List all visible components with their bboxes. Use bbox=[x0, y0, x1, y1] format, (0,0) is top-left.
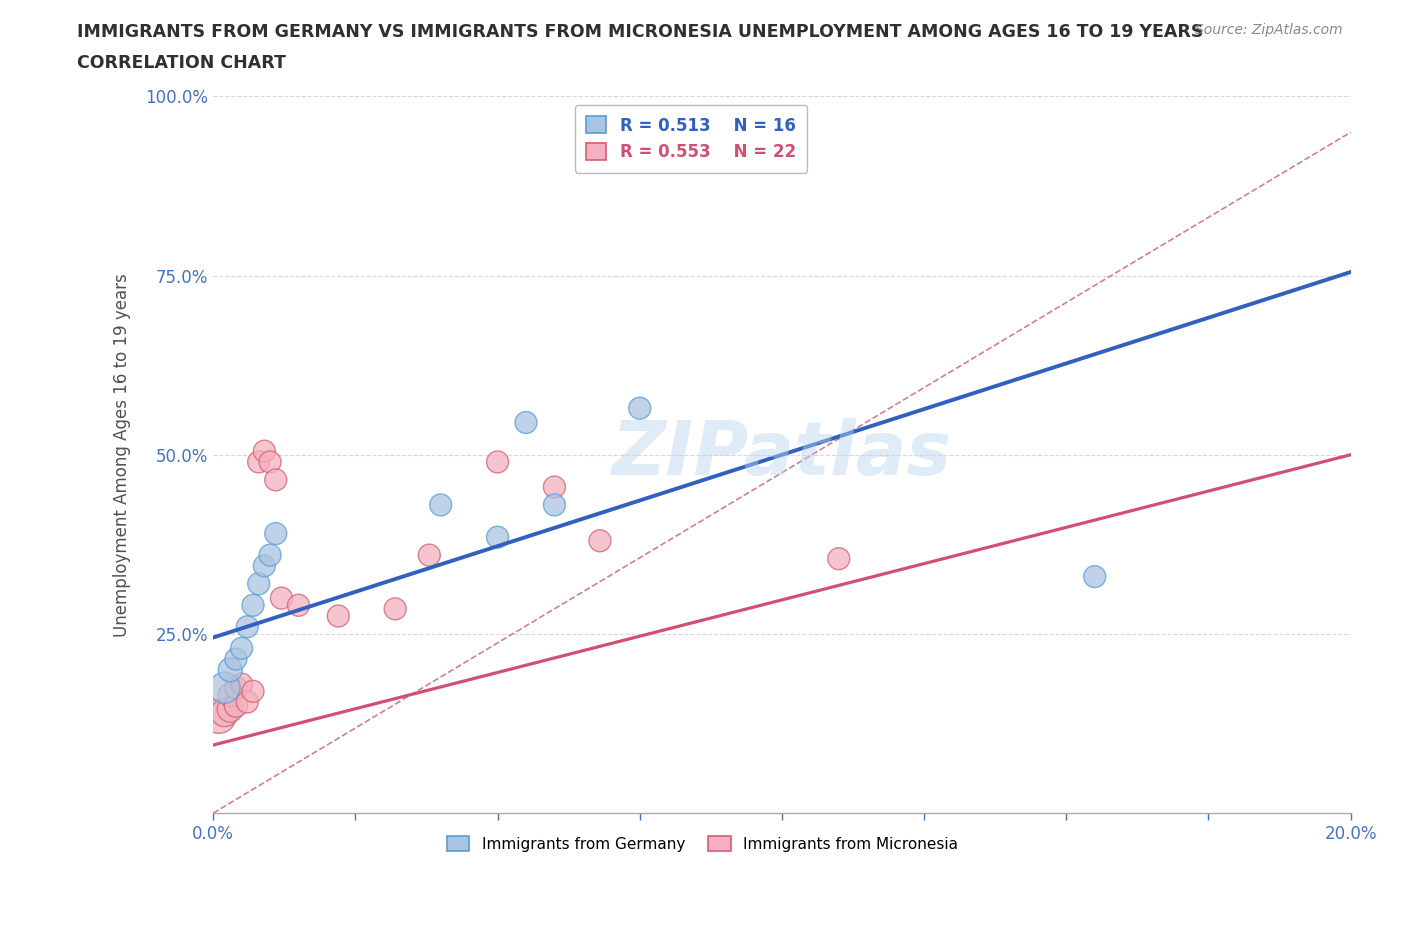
Point bbox=[236, 695, 259, 710]
Point bbox=[242, 684, 264, 698]
Point bbox=[515, 415, 537, 430]
Point bbox=[628, 401, 651, 416]
Point bbox=[264, 526, 287, 541]
Point bbox=[259, 455, 281, 470]
Point bbox=[242, 598, 264, 613]
Legend: Immigrants from Germany, Immigrants from Micronesia: Immigrants from Germany, Immigrants from… bbox=[439, 828, 966, 859]
Y-axis label: Unemployment Among Ages 16 to 19 years: Unemployment Among Ages 16 to 19 years bbox=[114, 272, 131, 637]
Point bbox=[486, 455, 509, 470]
Point bbox=[828, 551, 851, 566]
Text: ZIPatlas: ZIPatlas bbox=[612, 418, 952, 491]
Point bbox=[543, 498, 565, 512]
Point bbox=[253, 444, 276, 458]
Point bbox=[486, 530, 509, 545]
Point bbox=[231, 641, 253, 656]
Point bbox=[231, 677, 253, 692]
Text: CORRELATION CHART: CORRELATION CHART bbox=[77, 54, 287, 72]
Text: IMMIGRANTS FROM GERMANY VS IMMIGRANTS FROM MICRONESIA UNEMPLOYMENT AMONG AGES 16: IMMIGRANTS FROM GERMANY VS IMMIGRANTS FR… bbox=[77, 23, 1204, 41]
Point bbox=[219, 702, 242, 717]
Point bbox=[259, 548, 281, 563]
Point bbox=[208, 709, 231, 724]
Point bbox=[225, 698, 247, 713]
Point bbox=[589, 533, 612, 548]
Point bbox=[214, 680, 236, 695]
Text: Source: ZipAtlas.com: Source: ZipAtlas.com bbox=[1195, 23, 1343, 37]
Point bbox=[247, 577, 270, 591]
Point bbox=[1084, 569, 1107, 584]
Point bbox=[384, 602, 406, 617]
Point bbox=[225, 680, 247, 695]
Point bbox=[253, 558, 276, 573]
Point bbox=[418, 548, 440, 563]
Point bbox=[270, 591, 292, 605]
Point bbox=[219, 687, 242, 702]
Point bbox=[543, 480, 565, 495]
Point bbox=[429, 498, 451, 512]
Point bbox=[214, 705, 236, 720]
Point bbox=[264, 472, 287, 487]
Point bbox=[236, 619, 259, 634]
Point bbox=[328, 608, 350, 623]
Point bbox=[219, 662, 242, 677]
Point bbox=[247, 455, 270, 470]
Point bbox=[225, 652, 247, 667]
Point bbox=[287, 598, 309, 613]
